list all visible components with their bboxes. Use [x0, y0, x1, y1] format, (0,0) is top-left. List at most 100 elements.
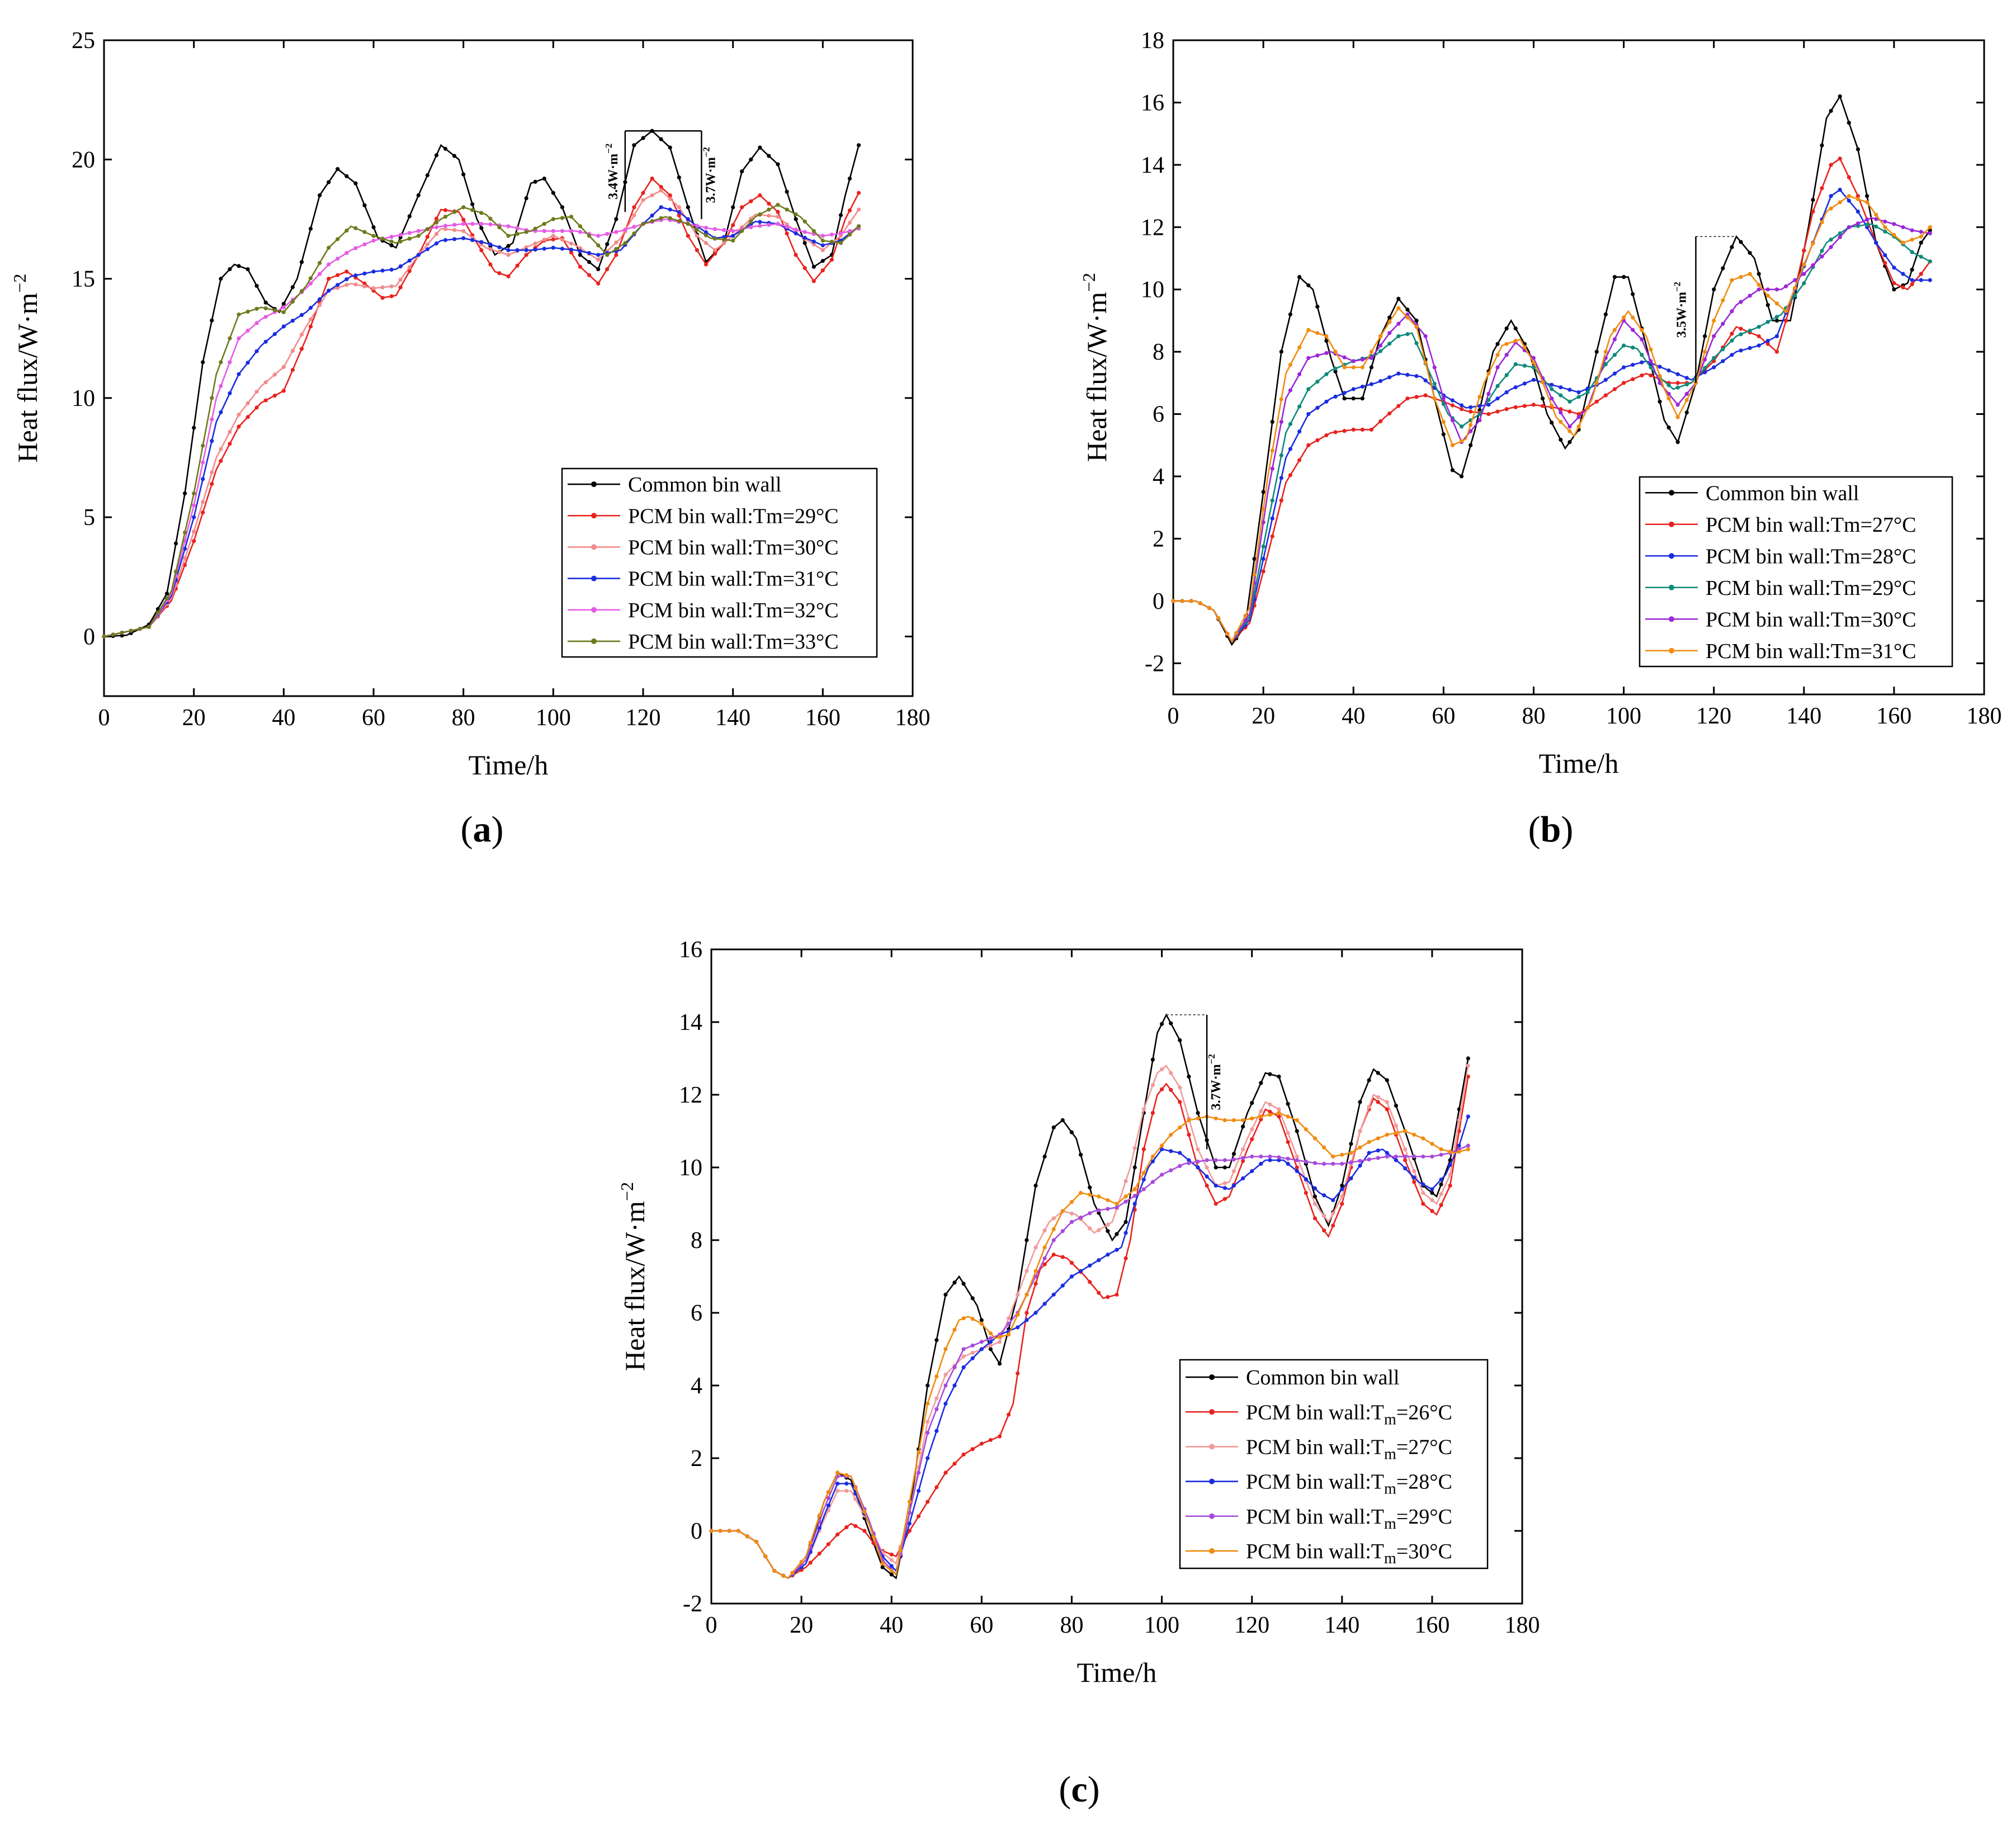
series-marker	[1838, 235, 1842, 239]
series-marker	[164, 592, 169, 596]
series-marker	[1748, 346, 1752, 351]
series-marker	[811, 242, 816, 247]
series-marker	[1250, 1169, 1254, 1174]
series-marker	[336, 167, 340, 171]
series-marker	[776, 215, 780, 219]
series-marker	[1351, 359, 1356, 363]
series-marker	[1042, 1302, 1047, 1306]
series-marker	[1132, 1202, 1137, 1206]
series-marker	[1829, 194, 1833, 198]
series-marker	[1684, 376, 1689, 380]
series-marker	[1322, 1193, 1326, 1198]
series-marker	[1187, 1132, 1191, 1137]
series-marker	[1910, 267, 1914, 272]
series-marker	[416, 253, 421, 257]
series-marker	[362, 242, 367, 247]
series-marker	[1576, 424, 1581, 429]
series-marker	[254, 390, 259, 394]
series-marker	[1466, 1143, 1470, 1148]
series-marker	[1757, 282, 1761, 287]
series-marker	[659, 205, 663, 210]
series-marker	[1421, 1182, 1425, 1186]
series-marker	[1432, 381, 1437, 386]
series-marker	[1250, 1101, 1254, 1105]
series-marker	[926, 1383, 930, 1388]
series-marker	[551, 217, 555, 221]
series-marker	[802, 230, 807, 234]
series-marker	[1748, 294, 1752, 298]
legend-label-main: PCM bin wall:T	[1246, 1505, 1384, 1529]
series-marker	[344, 228, 349, 233]
series-marker	[802, 266, 807, 270]
series-marker	[1811, 209, 1815, 214]
series-marker	[889, 1558, 894, 1562]
series-marker	[1541, 380, 1545, 385]
series-marker	[1222, 1186, 1227, 1190]
series-marker	[1820, 254, 1824, 259]
series-marker	[219, 360, 223, 365]
series-marker	[749, 157, 753, 162]
legend-swatch-marker	[1669, 553, 1674, 559]
series-marker	[1466, 1063, 1470, 1068]
series-marker	[1486, 371, 1491, 376]
series-marker	[889, 1568, 894, 1573]
series-marker	[1141, 1187, 1146, 1191]
series-marker	[1892, 287, 1896, 292]
series-marker	[1123, 1256, 1128, 1261]
series-marker	[1306, 328, 1311, 332]
series-marker	[988, 1340, 993, 1344]
series-marker	[407, 269, 412, 273]
series-marker	[776, 210, 780, 214]
series-marker	[1187, 1074, 1191, 1079]
series-marker	[998, 1340, 1002, 1344]
series-marker	[1079, 1190, 1083, 1195]
series-marker	[380, 268, 385, 273]
series-marker	[1241, 1118, 1245, 1123]
series-marker	[614, 217, 619, 221]
x-axis-label: Time/h	[469, 749, 549, 781]
series-marker	[578, 249, 583, 253]
series-marker	[281, 389, 286, 393]
series-marker	[1178, 1151, 1182, 1155]
series-marker	[443, 208, 448, 212]
series-marker	[1342, 391, 1347, 395]
series-marker	[1178, 1085, 1182, 1090]
series-marker	[1331, 1198, 1335, 1203]
series-marker	[1123, 1194, 1128, 1199]
series-marker	[1612, 353, 1617, 357]
series-marker	[659, 137, 663, 141]
series-marker	[767, 154, 771, 158]
series-marker	[1342, 396, 1347, 401]
series-marker	[371, 234, 376, 238]
series-marker	[1270, 466, 1274, 471]
series-marker	[1378, 334, 1383, 338]
series-marker	[129, 628, 133, 633]
y-tick-label: 10	[1141, 277, 1164, 303]
series-marker	[907, 1529, 912, 1533]
series-marker	[934, 1485, 939, 1489]
x-tick-label: 120	[1696, 703, 1731, 729]
series-marker	[632, 213, 636, 217]
series-marker	[799, 1559, 804, 1564]
panel-b-chart: 0 20 40 60 80 100 120 140 160 180-202468101214161…	[1079, 28, 2002, 850]
series-marker	[1460, 407, 1464, 412]
series-marker	[219, 458, 223, 464]
series-marker	[1865, 223, 1869, 227]
series-marker	[704, 230, 709, 234]
series-marker	[1838, 157, 1842, 161]
series-marker	[979, 1347, 984, 1351]
series-marker	[1666, 368, 1671, 373]
series-marker	[1060, 1118, 1065, 1123]
x-tick-label: 100	[1144, 1613, 1179, 1638]
series-marker	[318, 297, 322, 301]
series-marker	[353, 181, 358, 186]
series-marker	[1457, 1150, 1461, 1154]
series-marker	[632, 205, 636, 210]
legend-swatch-marker	[1669, 521, 1674, 527]
series-marker	[281, 310, 286, 314]
series-marker	[1315, 438, 1320, 443]
series-marker	[336, 283, 340, 287]
series-marker	[952, 1383, 957, 1388]
series-marker	[1559, 419, 1563, 424]
series-marker	[1622, 275, 1626, 279]
